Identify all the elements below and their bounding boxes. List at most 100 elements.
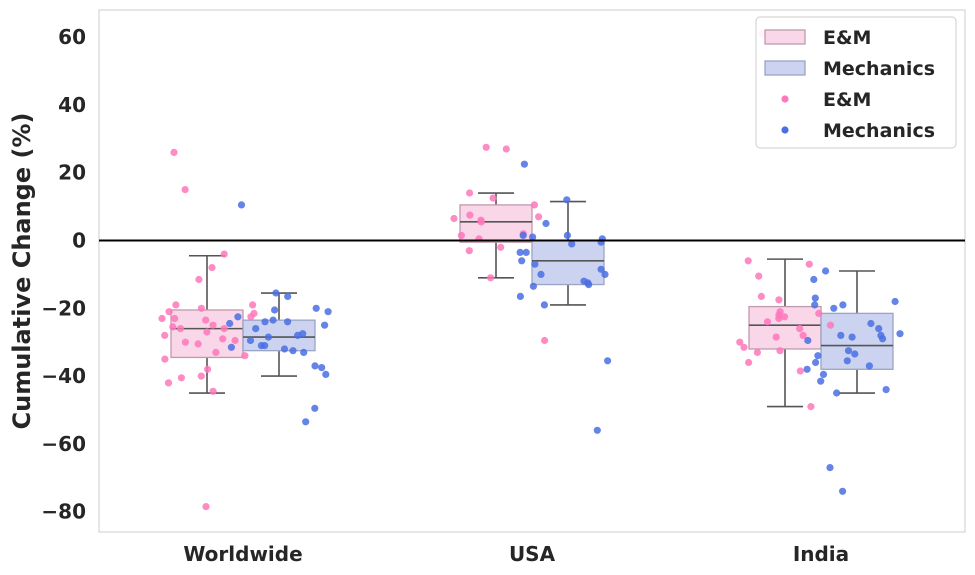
mech-point: [810, 275, 818, 284]
em-point: [755, 272, 763, 280]
mech-point: [843, 357, 851, 365]
em-point: [176, 325, 185, 333]
mech-point: [519, 231, 527, 239]
em-point: [250, 309, 258, 317]
em-point: [753, 348, 762, 356]
x-tick-label: USA: [509, 542, 556, 566]
y-tick-label: 20: [58, 161, 86, 185]
em-point: [209, 321, 217, 329]
y-tick-label: 60: [58, 25, 86, 49]
y-tick-label: −80: [41, 500, 86, 524]
mech-box-usa: [531, 200, 605, 306]
mech-point: [875, 325, 883, 333]
em-point: [212, 348, 220, 356]
mech-point: [819, 370, 828, 378]
em-point: [530, 201, 539, 209]
x-tick-label: India: [793, 542, 849, 566]
mech-point: [302, 418, 310, 426]
em-point: [164, 379, 173, 387]
em-point: [781, 313, 789, 321]
em-point: [744, 257, 752, 265]
em-point: [799, 331, 807, 339]
mech-point: [867, 319, 875, 328]
legend-swatch-point: [781, 126, 789, 134]
em-point: [497, 243, 505, 251]
em-point: [745, 358, 753, 367]
em-point: [482, 143, 490, 151]
mech-point: [516, 292, 525, 300]
mech-point: [284, 292, 292, 300]
mech-point: [280, 345, 289, 353]
em-point: [177, 374, 185, 382]
mech-point: [568, 240, 576, 248]
mech-point: [882, 386, 890, 394]
mech-point: [563, 196, 571, 204]
legend-label: E&M: [823, 27, 871, 49]
mech-point: [311, 362, 319, 370]
em-point: [165, 308, 173, 316]
mech-point: [817, 377, 825, 385]
mech-point: [522, 248, 530, 256]
y-tick-label: 40: [58, 93, 86, 117]
em-point: [170, 148, 178, 156]
em-point: [776, 347, 784, 355]
mech-point: [865, 362, 874, 370]
em-point: [197, 372, 205, 380]
legend-swatch-point: [781, 95, 789, 103]
em-point: [489, 194, 497, 202]
em-point: [204, 365, 212, 373]
mech-point: [261, 318, 269, 326]
em-point: [450, 214, 458, 223]
em-point: [249, 301, 257, 309]
legend-swatch-box: [764, 60, 806, 76]
box-iqr: [531, 239, 605, 286]
em-point: [477, 216, 485, 224]
mech-point: [284, 318, 292, 326]
mech-point: [812, 358, 820, 367]
em-point: [171, 314, 179, 323]
em-point: [195, 275, 203, 284]
em-point: [181, 186, 189, 194]
em-point: [202, 316, 210, 324]
mech-point: [844, 347, 853, 355]
mech-point: [822, 267, 830, 275]
mech-point: [237, 201, 246, 209]
em-point: [807, 403, 815, 411]
em-point: [158, 314, 166, 323]
mech-point: [227, 343, 235, 351]
em-point: [457, 231, 465, 239]
em-point: [209, 387, 217, 395]
mech-point: [246, 336, 255, 345]
y-tick-label: −40: [41, 364, 86, 388]
mech-point: [311, 404, 319, 412]
em-point: [466, 211, 474, 219]
em-point: [796, 325, 804, 333]
em-point: [776, 308, 784, 316]
em-point: [502, 145, 510, 153]
em-point: [208, 264, 216, 272]
mech-point: [520, 160, 529, 168]
mech-point: [804, 336, 812, 345]
mech-point: [321, 321, 329, 329]
mech-point: [264, 333, 272, 341]
mech-point: [601, 270, 609, 278]
mech-point: [563, 231, 572, 239]
mech-point: [289, 347, 297, 355]
mech-point: [324, 308, 332, 316]
mech-point: [322, 370, 330, 378]
em-point: [466, 189, 474, 197]
em-point: [241, 352, 249, 360]
em-point: [775, 296, 783, 304]
legend-frame: [755, 16, 957, 149]
em-point: [826, 321, 835, 329]
em-point: [772, 333, 780, 341]
em-point: [220, 325, 228, 333]
mech-point: [811, 301, 819, 309]
em-point: [535, 213, 543, 221]
em-point: [541, 336, 549, 345]
mech-point: [826, 464, 834, 472]
em-point: [161, 331, 169, 339]
mech-point: [226, 319, 234, 328]
mech-point: [529, 233, 537, 241]
